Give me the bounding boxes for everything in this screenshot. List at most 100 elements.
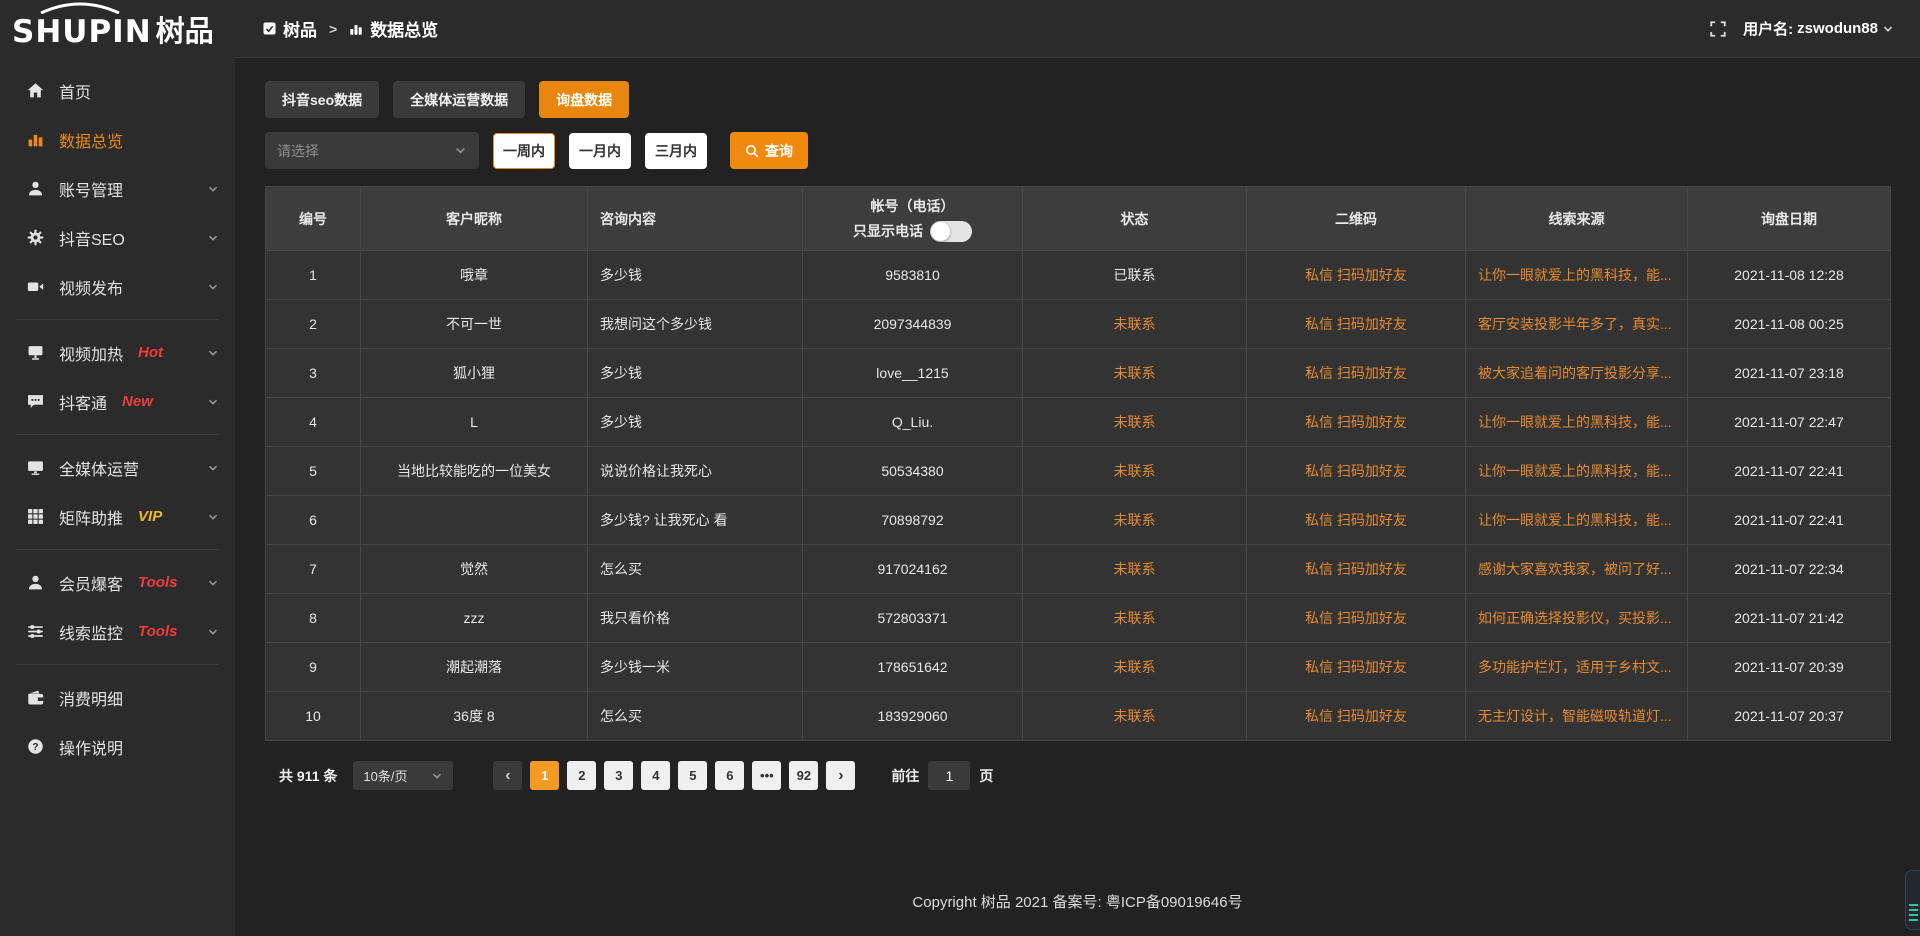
sidebar-item-home[interactable]: 首页 [0, 66, 235, 115]
next-page-button[interactable]: › [826, 761, 856, 790]
period-week-button[interactable]: 一周内 [493, 132, 555, 169]
cell-content: 多少钱 [587, 397, 803, 447]
sidebar-item-label: 消费明细 [59, 691, 124, 709]
cell-account: 2097344839 [802, 299, 1023, 349]
cell-account: 178651642 [802, 642, 1023, 692]
cell-source-link[interactable]: 无主灯设计，智能磁吸轨道灯... [1465, 691, 1688, 741]
grid-icon [28, 509, 43, 524]
tab-omnimedia-data[interactable]: 全媒体运营数据 [393, 81, 526, 118]
cell-source-link[interactable]: 感谢大家喜欢我家，被问了好... [1465, 544, 1688, 594]
page-button-3[interactable]: 3 [604, 761, 634, 790]
cell-qrcode-link[interactable]: 私信 扫码加好友 [1246, 446, 1466, 496]
cell-qrcode-link[interactable]: 私信 扫码加好友 [1246, 544, 1466, 594]
sidebar-divider [16, 664, 219, 665]
cell-account: 917024162 [802, 544, 1023, 594]
fullscreen-icon[interactable] [1709, 20, 1727, 38]
breadcrumb-separator: > [329, 20, 338, 37]
table-row: 8 zzz 我只看价格 572803371 未联系 私信 扫码加好友 如何正确选… [265, 593, 1891, 643]
data-tabs: 抖音seo数据 全媒体运营数据 询盘数据 [265, 81, 1890, 118]
sidebar-divider [16, 434, 219, 435]
cell-status: 未联系 [1022, 544, 1247, 594]
cell-qrcode-link[interactable]: 私信 扫码加好友 [1246, 642, 1466, 692]
page-button-2[interactable]: 2 [567, 761, 597, 790]
cell-source-link[interactable]: 多功能护栏灯，适用于乡村文... [1465, 642, 1688, 692]
cell-qrcode-link[interactable]: 私信 扫码加好友 [1246, 495, 1466, 545]
breadcrumb-current: 数据总览 [370, 21, 439, 40]
page-button-4[interactable]: 4 [641, 761, 671, 790]
sidebar-item-label: 线索监控 [59, 625, 124, 643]
cell-content: 怎么买 [587, 691, 803, 741]
cell-status: 已联系 [1022, 250, 1247, 300]
cell-date: 2021-11-07 22:41 [1687, 446, 1891, 496]
cell-qrcode-link[interactable]: 私信 扫码加好友 [1246, 397, 1466, 447]
tab-inquiry-data[interactable]: 询盘数据 [539, 81, 630, 118]
cell-source-link[interactable]: 让你一眼就爱上的黑科技，能... [1465, 495, 1688, 545]
sidebar-item-omnimedia[interactable]: 全媒体运营 [0, 443, 235, 492]
cell-source-link[interactable]: 客厅安装投影半年多了，真实... [1465, 299, 1688, 349]
page-button-1[interactable]: 1 [530, 761, 560, 790]
cell-source-link[interactable]: 被大家追着问的客厅投影分享... [1465, 348, 1688, 398]
prev-page-button[interactable]: ‹ [493, 761, 523, 790]
cell-source-link[interactable]: 让你一眼就爱上的黑科技，能... [1465, 446, 1688, 496]
main-content: 抖音seo数据 全媒体运营数据 询盘数据 请选择 一周内 一月内 三月内 查询 … [235, 59, 1920, 790]
col-header-qrcode: 二维码 [1246, 186, 1466, 251]
table-row: 6 多少钱? 让我死心 看 70898792 未联系 私信 扫码加好友 让你一眼… [265, 495, 1891, 545]
cell-source-link[interactable]: 让你一眼就爱上的黑科技，能... [1465, 397, 1688, 447]
page-button-92[interactable]: 92 [789, 761, 819, 790]
cell-content: 多少钱? 让我死心 看 [587, 495, 803, 545]
period-month-button[interactable]: 一月内 [569, 132, 631, 169]
query-button[interactable]: 查询 [730, 132, 808, 169]
cell-source-link[interactable]: 如何正确选择投影仪，买投影... [1465, 593, 1688, 643]
sidebar-item-data-overview[interactable]: 数据总览 [0, 115, 235, 164]
sidebar-item-label: 账号管理 [59, 182, 124, 200]
page-size-value: 10条/页 [363, 769, 408, 784]
sidebar-item-label: 全媒体运营 [59, 461, 140, 479]
sidebar-item-doukeTong[interactable]: 抖客通 New [0, 377, 235, 426]
cell-source-link[interactable]: 让你一眼就爱上的黑科技，能... [1465, 250, 1688, 300]
cell-qrcode-link[interactable]: 私信 扫码加好友 [1246, 348, 1466, 398]
sidebar-item-video-heat[interactable]: 视频加热 Hot [0, 328, 235, 377]
col-header-status: 状态 [1022, 186, 1247, 251]
sidebar-item-instructions[interactable]: ? 操作说明 [0, 722, 235, 771]
chat-icon [28, 395, 43, 408]
account-select[interactable]: 请选择 [265, 132, 479, 169]
cell-nickname: 不可一世 [360, 299, 588, 349]
sidebar-item-video-publish[interactable]: 视频发布 [0, 262, 235, 311]
phone-only-label: 只显示电话 [853, 223, 923, 239]
table-header-row: 编号 客户昵称 咨询内容 帐号（电话） 只显示电话 状态 二维码 线索来源 询盘… [265, 186, 1891, 251]
sidebar-item-matrix-boost[interactable]: 矩阵助推 VIP [0, 492, 235, 541]
sidebar-item-label: 矩阵助推 [59, 510, 124, 528]
phone-only-toggle[interactable] [930, 220, 972, 242]
breadcrumb-root[interactable]: 树品 [283, 21, 317, 40]
page-button-5[interactable]: 5 [678, 761, 708, 790]
heat-icon [28, 346, 43, 360]
cell-content: 说说价格让我死心 [587, 446, 803, 496]
sidebar-item-label: 视频发布 [59, 280, 124, 298]
cell-id: 3 [265, 348, 361, 398]
cell-nickname: 36度 8 [360, 691, 588, 741]
sidebar-item-account-management[interactable]: 账号管理 [0, 164, 235, 213]
sidebar-item-lead-monitor[interactable]: 线索监控 Tools [0, 607, 235, 656]
cell-qrcode-link[interactable]: 私信 扫码加好友 [1246, 250, 1466, 300]
sidebar-item-member-burst[interactable]: 会员爆客 Tools [0, 558, 235, 607]
sidebar-item-douyin-seo[interactable]: 抖音SEO [0, 213, 235, 262]
chart-small-icon [350, 24, 362, 35]
browser-extension-widget[interactable] [1905, 870, 1920, 930]
cell-date: 2021-11-07 20:39 [1687, 642, 1891, 692]
cell-nickname: 觉然 [360, 544, 588, 594]
goto-page-input[interactable] [928, 761, 971, 790]
cell-qrcode-link[interactable]: 私信 扫码加好友 [1246, 691, 1466, 741]
period-quarter-button[interactable]: 三月内 [645, 132, 707, 169]
tab-douyin-seo-data[interactable]: 抖音seo数据 [265, 81, 380, 118]
col-header-source: 线索来源 [1465, 186, 1688, 251]
breadcrumb: 树品 > 数据总览 [263, 16, 438, 41]
page-size-select[interactable]: 10条/页 [353, 761, 454, 790]
user-menu[interactable]: 用户名: zswodun88 [1743, 18, 1894, 39]
sidebar-item-spend-detail[interactable]: 消费明细 [0, 673, 235, 722]
more-pages-button[interactable]: ••• [752, 761, 782, 790]
cell-status: 未联系 [1022, 397, 1247, 447]
gear-icon [27, 229, 44, 246]
cell-qrcode-link[interactable]: 私信 扫码加好友 [1246, 593, 1466, 643]
page-button-6[interactable]: 6 [715, 761, 745, 790]
cell-qrcode-link[interactable]: 私信 扫码加好友 [1246, 299, 1466, 349]
